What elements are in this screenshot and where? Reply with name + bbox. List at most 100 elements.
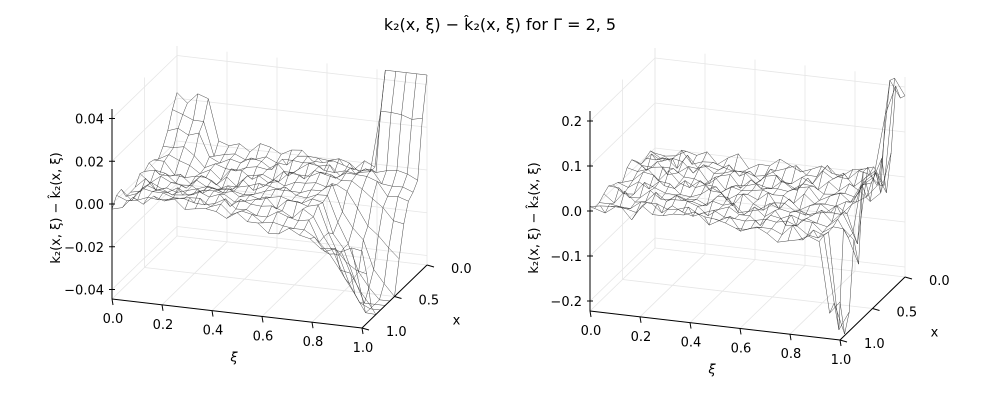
x-tick [839,339,848,343]
surface-line [143,98,209,205]
surface-line [589,150,656,209]
surface-line [309,167,376,243]
surface-line [163,146,414,193]
z-tick-label: −0.04 [64,284,104,299]
xi-tick [211,310,214,317]
surface-line [216,154,282,212]
surface-plot-gamma-5: 0.0 0.2 0.4 0.6 0.8 1.0 ξ 0.0 0.5 1.0 x −0.2 −0.1 0.0… [527,48,950,378]
surface-line [195,143,261,209]
x-axis-label: x [453,314,461,329]
xi-axis-line [111,298,363,329]
xi-tick-label: 0.4 [681,336,702,351]
surface-line [673,153,739,215]
xi-tick-label: 0.8 [303,335,324,350]
surface-line [153,159,404,225]
grid-line [639,253,706,318]
surface-line [603,190,855,241]
surface-line [320,70,386,256]
xi-tick-label: 0.6 [253,329,274,344]
grid-line [261,253,328,317]
surface-line [268,160,334,234]
xi-tick [589,310,592,318]
surface-line [756,165,822,228]
surface-line [361,74,428,315]
surface-line [589,205,841,314]
x-tick-label: 0.0 [451,262,472,277]
surface-line [247,155,313,222]
z-tick-label: 0.00 [75,198,104,213]
surface-line [735,165,801,232]
xi-tick [361,327,364,335]
xi-tick-label: 1.0 [353,341,374,356]
surface-line [798,168,864,241]
surface-line [125,185,376,315]
xi-tick-label: 1.0 [831,353,852,368]
surface-line [631,158,883,203]
z-tick-label: 0.1 [561,160,582,175]
x-tick [872,308,880,311]
x-axis-label: x [931,326,939,341]
surface-line [787,169,854,241]
surface-line [704,165,770,226]
grid-line [654,237,906,268]
z-tick-label: 0.2 [561,115,582,130]
surface-line [746,169,812,230]
surface-line [610,155,676,207]
grid-line [176,140,428,171]
x-tick-label: 1.0 [864,337,885,352]
surface-line [184,151,251,210]
x-tick [904,276,913,280]
surface-line [600,153,666,214]
xi-tick [311,322,314,329]
grid-line [739,265,806,329]
surface-line [829,77,895,330]
surface-line [164,145,230,202]
surface-line [257,157,323,224]
grid-line [654,57,906,88]
z-tick-label: 0.0 [561,205,582,220]
xi-tick [161,304,164,311]
xi-axis-label: ξ [229,351,238,366]
surface-line [694,164,760,217]
xi-tick-label: 0.2 [631,330,652,345]
grid-line [622,279,873,309]
grid-line [176,235,428,266]
surface-line [662,157,729,216]
surface-line [725,165,791,224]
xi-tick [689,322,692,329]
surface-line [172,109,423,173]
surface-line [641,151,708,206]
x-tick-label: 1.0 [386,325,407,340]
grid-line [311,258,378,323]
x-tick [361,327,370,331]
grid-line [161,241,228,306]
x-tick [426,264,435,268]
surface-line [777,175,843,243]
grid-line [111,235,178,300]
surface-line [631,154,697,221]
surface-line [714,159,781,221]
grid-line [176,183,428,214]
xi-axis-label: ξ [707,363,716,378]
figure-title: k₂(x, ξ) − k̂₂(x, ξ) for Γ = 2, 5 [384,15,616,34]
xi-tick [111,298,114,306]
surface-line [351,73,417,314]
surface-line [652,162,718,215]
xi-tick-label: 0.4 [203,324,224,339]
surface-line [236,150,303,213]
surface-line [683,168,749,217]
surface-line [330,71,397,285]
surface-line [111,92,178,210]
surface-line [122,103,188,208]
surface-line [819,170,885,242]
surface-line [289,162,355,229]
grid-line [176,226,428,256]
x-tick-label: 0.5 [897,306,918,321]
z-tick-label: 0.02 [75,155,104,170]
xi-tick-label: 0.6 [731,341,752,356]
surface-line [621,149,687,209]
xi-tick [789,334,792,341]
xi-tick-label: 0.0 [581,324,602,339]
grid-line [789,270,856,335]
